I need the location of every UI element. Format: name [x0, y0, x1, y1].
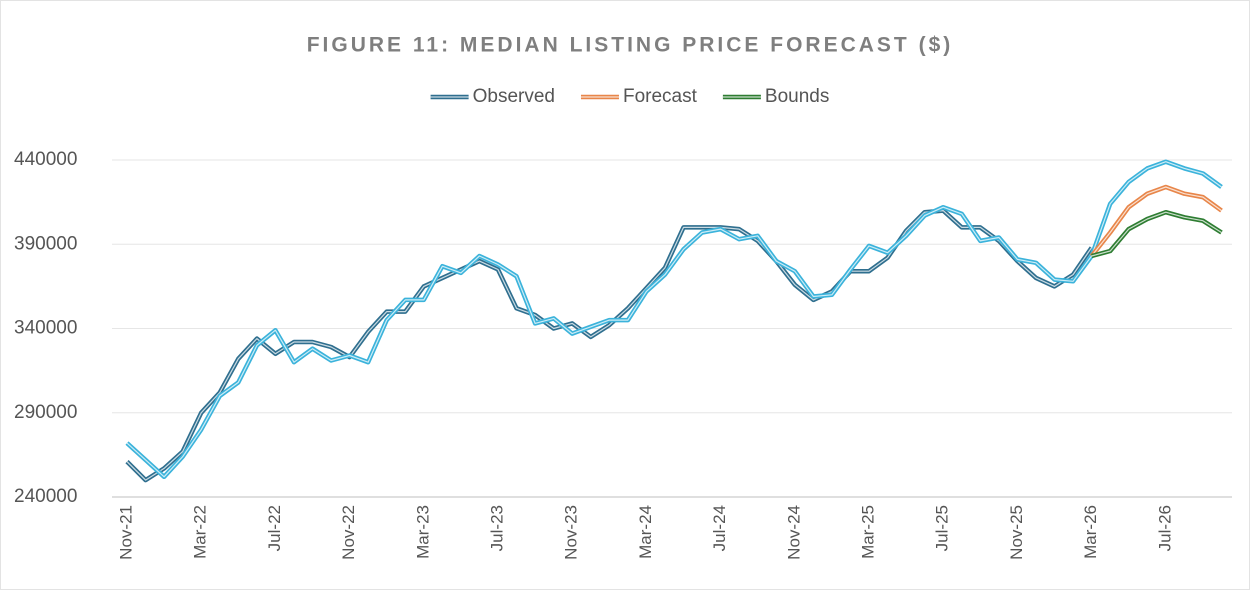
- series-line-highlight: [1091, 211, 1222, 257]
- chart-title: FIGURE 11: MEDIAN LISTING PRICE FORECAST…: [307, 34, 954, 57]
- x-tick-label: Nov-22: [339, 505, 358, 560]
- legend-label: Forecast: [623, 86, 698, 107]
- legend-label: Observed: [473, 86, 555, 107]
- x-tick-label: Nov-25: [1007, 505, 1026, 560]
- legend: Observed Forecast Bounds: [430, 86, 829, 107]
- legend-item: Bounds: [722, 86, 829, 107]
- x-tick-label: Mar-25: [858, 505, 877, 559]
- x-tick-label: Jul-25: [933, 505, 952, 551]
- legend-item: Forecast: [580, 86, 698, 107]
- y-tick-label: 240000: [14, 486, 77, 507]
- y-tick-label: 290000: [14, 402, 77, 423]
- series-line-highlight: [126, 161, 1222, 478]
- x-tick-label: Nov-21: [116, 505, 135, 560]
- x-tick-label: Mar-22: [191, 505, 210, 559]
- x-tick-label: Mar-23: [413, 505, 432, 559]
- series-line-highlight: [1091, 186, 1222, 257]
- y-tick-label: 340000: [14, 318, 77, 339]
- x-tick-label: Jul-26: [1155, 505, 1174, 551]
- x-tick-label: Mar-24: [636, 505, 655, 559]
- y-tick-label: 440000: [14, 149, 77, 170]
- x-tick-label: Mar-26: [1081, 505, 1100, 559]
- legend-label: Bounds: [765, 86, 829, 107]
- x-tick-label: Jul-24: [710, 505, 729, 551]
- x-tick-label: Nov-23: [562, 505, 581, 560]
- x-tick-label: Nov-24: [784, 505, 803, 560]
- y-tick-label: 390000: [14, 233, 77, 254]
- x-tick-label: Jul-23: [487, 505, 506, 551]
- legend-item: Observed: [430, 86, 555, 107]
- x-tick-label: Jul-22: [265, 505, 284, 551]
